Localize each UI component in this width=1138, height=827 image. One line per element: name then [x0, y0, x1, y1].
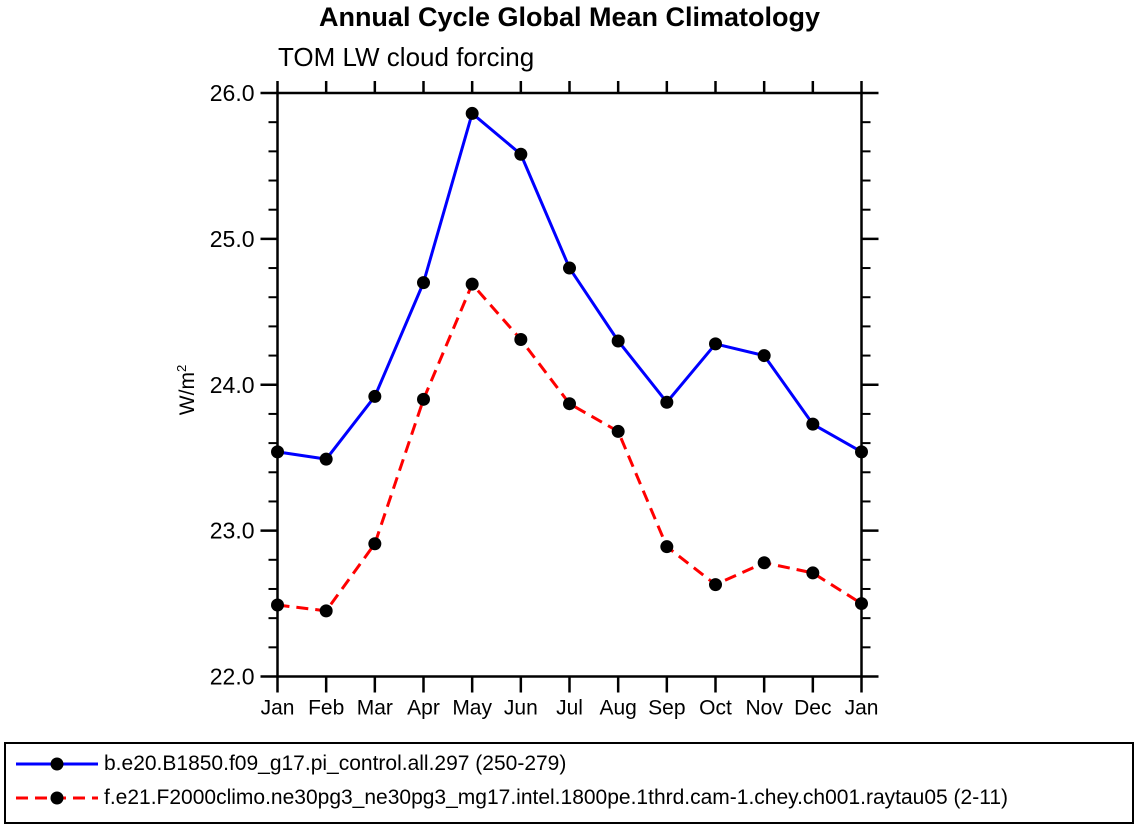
data-point [806, 566, 820, 580]
data-point [271, 445, 284, 459]
legend-item-test-run: f.e21.F2000climo.ne30pg3_ne30pg3_mg17.in… [14, 786, 1009, 809]
y-tick-label: 22.0 [210, 664, 255, 690]
data-point [368, 389, 382, 403]
data-point [757, 349, 771, 363]
x-tick-label: Jan [845, 697, 879, 720]
x-tick-label: Nov [745, 697, 783, 720]
data-point [806, 417, 820, 431]
legend-item-control-run: b.e20.B1850.f09_g17.pi_control.all.297 (… [14, 752, 567, 775]
plot-box [276, 91, 863, 678]
x-tick-label: Dec [794, 697, 831, 720]
data-point [368, 537, 382, 551]
series-line-1 [277, 282, 863, 613]
data-point [660, 540, 674, 554]
x-tick-label: Sep [648, 697, 685, 720]
data-point [465, 106, 479, 120]
data-point [465, 277, 479, 291]
legend-sample-marker [50, 791, 64, 805]
data-point [660, 395, 674, 409]
legend-line-sample-blue-solid [16, 757, 98, 771]
x-tick-label: Aug [599, 697, 636, 720]
data-point [514, 333, 528, 347]
data-point [514, 147, 528, 161]
y-tick-label: 25.0 [210, 226, 255, 252]
x-tick-label: Feb [308, 697, 344, 720]
data-point [319, 604, 333, 618]
data-point [271, 598, 284, 612]
data-point [709, 337, 722, 351]
x-tick-label: May [452, 697, 492, 720]
legend-line-sample-red-dashed [16, 791, 98, 805]
data-point [709, 578, 722, 592]
x-tick-label: Jan [261, 697, 295, 720]
x-tick-label: Apr [407, 697, 440, 720]
y-tick-label: 26.0 [210, 80, 255, 106]
data-point [319, 452, 333, 466]
y-tick-label: 23.0 [210, 518, 255, 544]
x-tick-label: Oct [699, 697, 732, 720]
x-tick-label: Jul [556, 697, 583, 720]
x-tick-label: Mar [357, 697, 393, 720]
data-point [855, 597, 868, 611]
y-tick-label: 24.0 [210, 372, 255, 398]
data-point [611, 424, 625, 438]
data-point [417, 392, 430, 406]
data-point [757, 556, 771, 570]
data-point [417, 276, 430, 290]
data-point [855, 445, 868, 459]
legend-sample-marker [50, 757, 64, 771]
data-point [563, 397, 576, 411]
chart-title: Annual Cycle Global Mean Climatology [318, 2, 821, 32]
legend: b.e20.B1850.f09_g17.pi_control.all.297 (… [4, 742, 1134, 824]
plot-area: 22.0 23.0 24.0 25.0 26.0 Jan Feb Mar Apr May Jun Ju… [210, 80, 879, 720]
legend-label: b.e20.B1850.f09_g17.pi_control.all.297 (… [104, 752, 567, 775]
chart-subtitle: TOM LW cloud forcing [278, 42, 535, 72]
data-point [611, 334, 625, 348]
data-point [563, 261, 576, 275]
x-tick-label: Jun [504, 697, 538, 720]
legend-label: f.e21.F2000climo.ne30pg3_ne30pg3_mg17.in… [104, 786, 1009, 809]
